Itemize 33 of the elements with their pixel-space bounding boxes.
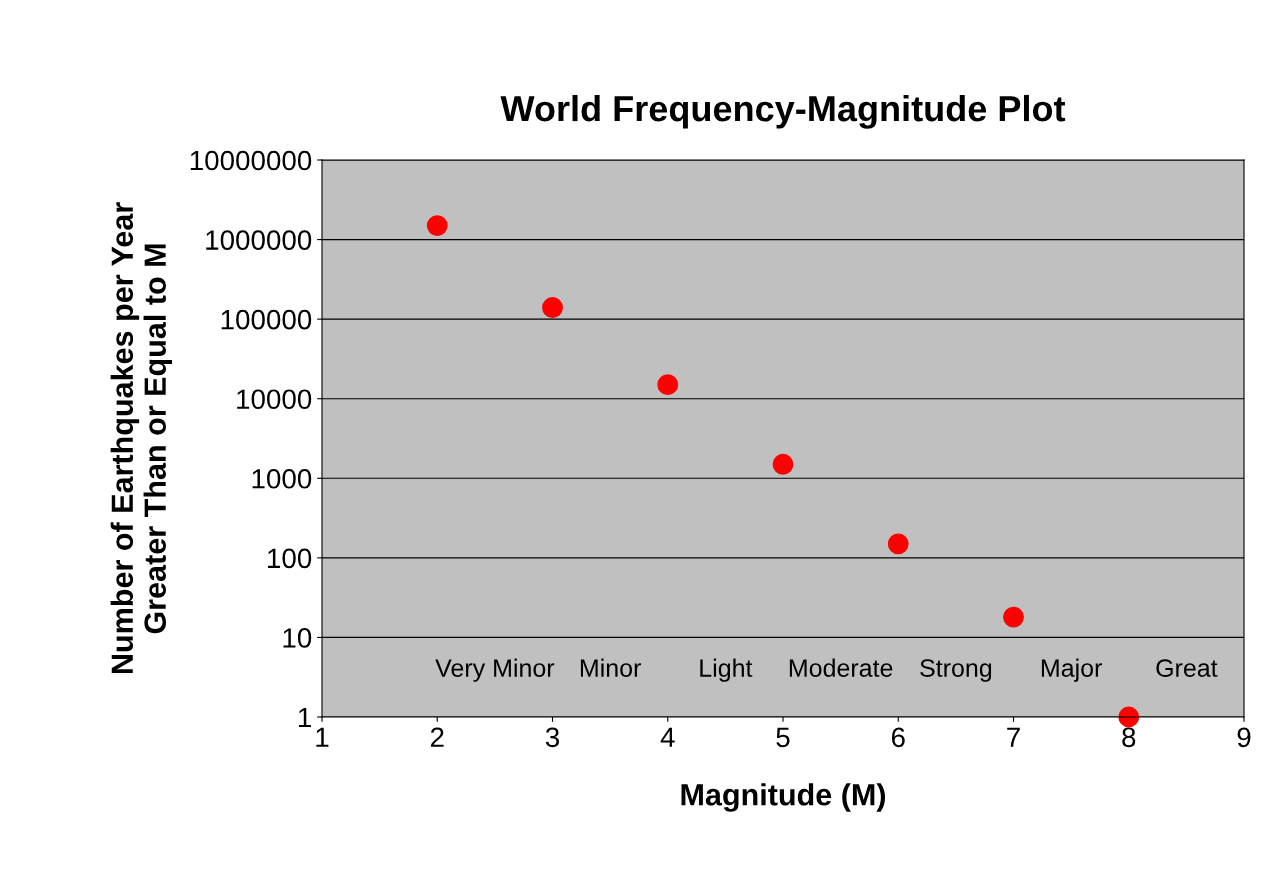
annotation: Moderate (789, 658, 893, 677)
x-axis-title: Magnitude (M) (681, 783, 886, 812)
y-tick-label: 10 (283, 628, 312, 648)
x-tick-label: 1 (316, 727, 329, 747)
x-tick-label: 4 (660, 727, 675, 747)
point (542, 297, 563, 318)
x-tick-label: 2 (430, 727, 444, 747)
x-tick-label: 9 (1237, 727, 1251, 748)
annotation: Very Minor (435, 658, 555, 682)
y-tick-label: 1000000 (206, 230, 312, 250)
annotation: Light (700, 658, 753, 682)
x-tick-label: 8 (1122, 727, 1136, 748)
x-tick-label: 7 (1007, 727, 1020, 747)
point (426, 215, 448, 236)
x-tick-label: 3 (545, 727, 559, 748)
y-tick-label: 100000 (221, 309, 312, 330)
point (657, 374, 679, 396)
y-tick-label: 10000 (237, 389, 312, 410)
point (772, 453, 794, 475)
annotation: Major (1041, 658, 1102, 682)
x-tick-label: 6 (891, 727, 905, 748)
annotation: Great (1156, 659, 1218, 677)
y-tick-label: 100 (268, 548, 312, 569)
y-tick-label: 1000 (252, 468, 312, 489)
point (887, 533, 909, 555)
y-tick-label: 10000000 (190, 150, 312, 171)
annotation: Strong (920, 659, 992, 682)
point (1003, 606, 1024, 628)
annotation: Minor (580, 658, 641, 677)
chart-title: World Frequency-Magnitude Plot (500, 94, 1066, 129)
x-tick-label: 5 (776, 727, 790, 748)
y-axis-title: Number of Earthquakes per Year Greater Than or Equal to M (110, 202, 173, 674)
y-tick-label: 1 (298, 707, 311, 728)
